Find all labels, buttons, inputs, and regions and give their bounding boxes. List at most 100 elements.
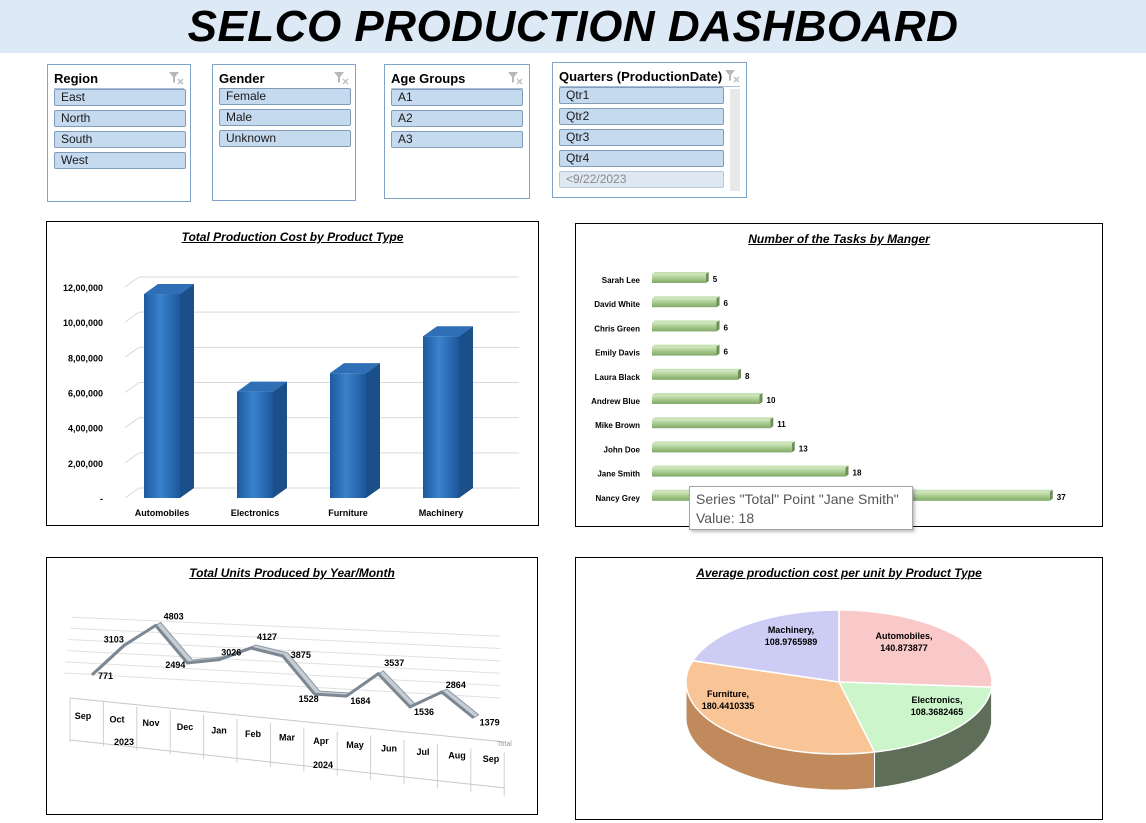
slicer-item-qtr1[interactable]: Qtr1 [559,87,724,104]
bar-side [716,320,720,332]
bar-side [770,417,774,429]
chart-avg-cost-per-unit[interactable]: Average production cost per unit by Prod… [575,557,1103,820]
slicer-item-a3[interactable]: A3 [391,131,523,148]
bar-top [652,344,720,347]
bar-top [652,441,795,444]
y-tick-label: 2,00,000 [68,459,103,469]
gridline [63,672,501,699]
tooltip-value-line: Value: 18 [696,510,755,526]
bar-top [652,465,849,468]
y-tick-label: 4,00,000 [68,424,103,434]
clear-filter-icon[interactable] [507,71,523,85]
data-label: 6 [724,299,729,308]
pie-slice [691,609,840,683]
bar [423,336,459,498]
slicer-item-west[interactable]: West [54,152,186,169]
x-tick-label: Jul [416,747,429,757]
slicer-title: Quarters (ProductionDate) [559,69,723,84]
y-tick-label: Nancy Grey [596,494,641,503]
slicer-scrollbar[interactable] [730,89,740,191]
gridline-diagonal [124,311,140,323]
data-label: 771 [98,671,113,681]
gridline-diagonal [124,276,140,288]
slicer-age-groups[interactable]: Age Groups A1 A2 A3 [384,64,530,199]
pie-label-name: Electronics, [911,695,962,705]
slicer-item-male[interactable]: Male [219,109,351,126]
pie-label-value: 108.3682465 [911,707,964,717]
slicer-quarters[interactable]: Quarters (ProductionDate) Qtr1 Qtr2 Qtr3… [552,62,747,198]
slicer-item-qtr3[interactable]: Qtr3 [559,129,724,146]
gridline-diagonal [124,417,140,429]
data-label: 3537 [384,658,404,668]
bar-side [716,296,720,308]
slicer-item-qtr4[interactable]: Qtr4 [559,150,724,167]
bar-side [273,381,287,498]
data-label: 2494 [165,660,185,670]
clear-filter-icon[interactable] [333,71,349,85]
slicer-item-qtr2[interactable]: Qtr2 [559,108,724,125]
year-label: 2023 [114,737,134,747]
bar-side [716,344,720,356]
chart-title: Total Units Produced by Year/Month [189,566,395,580]
bar-side [845,465,849,477]
slicer-item-a1[interactable]: A1 [391,89,523,106]
slicer-item-female[interactable]: Female [219,88,351,105]
data-label: 1536 [414,707,434,717]
data-label: 3026 [221,648,241,658]
data-label: 6 [724,348,729,357]
bar-top [237,381,287,392]
data-label: 1379 [480,718,500,728]
slicer-item-unknown[interactable]: Unknown [219,130,351,147]
slicer-item-before-date[interactable]: <9/22/2023 [559,171,724,188]
chart-production-cost[interactable]: Total Production Cost by Product Type - 2… [46,221,539,526]
gridline [71,616,501,637]
slicer-title: Age Groups [391,71,466,86]
data-label: 3875 [291,650,311,660]
x-tick-label: Nov [142,718,159,728]
slicer-item-south[interactable]: South [54,131,186,148]
x-tick-label: Mar [279,733,296,743]
gridline [65,661,501,687]
clear-filter-icon[interactable] [168,71,184,85]
slicer-item-north[interactable]: North [54,110,186,127]
chart-units-produced[interactable]: Total Units Produced by Year/Month 771 31… [46,557,538,815]
data-label: 4127 [257,632,277,642]
y-tick-label: 6,00,000 [68,389,103,399]
production-cost-chart-svg: - 2,00,000 4,00,000 6,00,000 8,00,000 10,00,0… [63,276,519,518]
data-label: 37 [1057,493,1066,502]
gridline-diagonal [124,382,140,393]
slicer-region[interactable]: Region East North South West [47,64,191,202]
gridline-diagonal [124,487,140,499]
x-tick-label: Automobiles [135,508,190,518]
clear-filter-icon[interactable] [724,69,740,83]
data-label: 5 [713,275,718,284]
pie-chart-svg: Automobiles, 140.873877 Electronics, 108.36… [685,609,993,791]
slicer-item-a2[interactable]: A2 [391,110,523,127]
gridline [68,639,501,662]
bar [652,443,792,453]
dashboard-title: SELCO PRODUCTION DASHBOARD [187,2,959,51]
series-name-label: Total [497,741,512,748]
data-label: 2864 [446,680,466,690]
units-chart-svg: 771 3103 4803 2494 3026 4127 3875 1528 1684 3537 1… [63,611,512,797]
y-tick-label: Jane Smith [597,470,640,479]
x-tick-label: Furniture [328,508,368,518]
bar-side [1049,489,1053,501]
y-tick-label: 12,00,000 [63,283,103,293]
y-tick-label: Chris Green [594,324,640,333]
slicer-gender[interactable]: Gender Female Male Unknown [212,64,356,201]
slicer-item-east[interactable]: East [54,89,186,106]
year-label: 2024 [313,760,333,770]
chart-tasks-by-manager[interactable]: Number of the Tasks by Manger Sarah Lee 5… [575,223,1103,527]
bar [652,419,771,429]
bar [652,322,717,332]
x-tick-label: Feb [245,729,262,739]
x-tick-label: Apr [313,736,329,746]
data-label: 1528 [299,694,319,704]
y-tick-label: Mike Brown [595,421,640,430]
x-axis-bottom [69,739,506,789]
slicer-header: Region [54,70,184,89]
pie-slice [685,659,876,755]
pie-label-name: Furniture, [707,689,749,699]
y-tick-label: 8,00,000 [68,353,103,363]
